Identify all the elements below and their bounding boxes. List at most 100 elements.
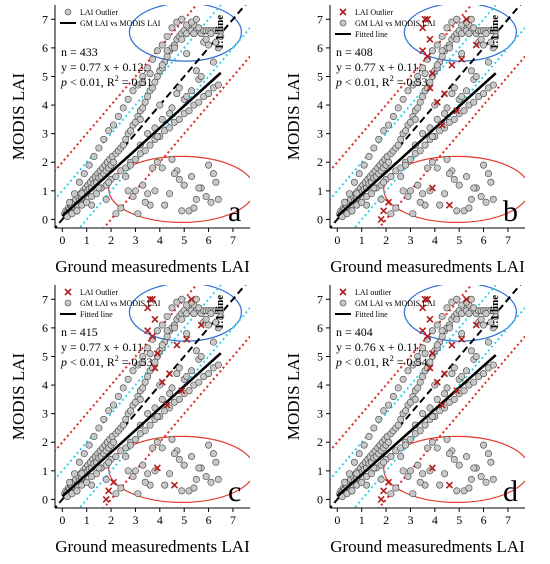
x-tick-label: 5 xyxy=(181,233,187,247)
data-point xyxy=(385,401,393,409)
data-point xyxy=(416,478,424,486)
data-point xyxy=(414,78,422,86)
data-point xyxy=(170,450,178,458)
data-point xyxy=(85,441,93,449)
data-point xyxy=(195,464,203,472)
outlier-point xyxy=(148,295,157,303)
data-point xyxy=(409,210,417,218)
outlier-point xyxy=(170,481,179,489)
data-point xyxy=(421,350,429,358)
regression-equation-text: y = 0.77 x + 0.12, xyxy=(61,60,147,74)
data-point xyxy=(421,70,429,78)
data-point xyxy=(441,390,449,398)
data-point xyxy=(472,72,480,80)
x-tick-label: 2 xyxy=(383,233,389,247)
p-value-text: < 0.01, R xyxy=(67,75,115,89)
data-point xyxy=(124,375,132,383)
data-point xyxy=(463,367,471,375)
data-point xyxy=(209,58,217,66)
x-tick-label: 0 xyxy=(59,233,65,247)
x-tick-label: 2 xyxy=(108,233,114,247)
outlier-point xyxy=(426,364,434,372)
scatter-chart-a: 0 1 2 3 4 5 6 7 0 1 2 3 4 5 6 7 Ground measuredments LAI… xyxy=(9,5,250,276)
legend-label: LAI Outlier xyxy=(80,288,118,297)
data-point xyxy=(166,390,174,398)
outlier-point xyxy=(472,321,480,329)
data-point xyxy=(100,415,108,423)
data-point xyxy=(92,470,100,478)
outlier-point xyxy=(462,295,471,303)
outlier-point xyxy=(419,47,427,55)
outlier-point xyxy=(438,121,446,129)
data-point xyxy=(484,58,492,66)
x-axis-label: Ground measuredments LAI xyxy=(330,537,525,556)
y-tick-label: 3 xyxy=(42,127,48,141)
data-point xyxy=(100,135,108,143)
data-point xyxy=(178,15,186,23)
outlier-point xyxy=(448,61,456,69)
low-value-region-ellipse xyxy=(108,435,250,503)
p-symbol: p xyxy=(60,355,67,369)
data-point xyxy=(202,35,210,43)
data-point xyxy=(404,193,412,201)
legend: LAI Outlier GM LAI vs MODIS LAI xyxy=(60,8,161,28)
data-point xyxy=(214,324,222,332)
low-value-region-ellipse xyxy=(383,435,525,503)
data-point xyxy=(394,141,402,149)
data-point xyxy=(487,38,495,46)
data-point xyxy=(424,444,432,452)
data-point xyxy=(136,115,144,123)
y-tick-label: 6 xyxy=(42,41,48,55)
sample-count-text: n = 415 xyxy=(61,325,98,339)
y-tick-label: 2 xyxy=(42,435,48,449)
scatter-panel-d: 0 1 2 3 4 5 6 7 0 1 2 3 4 5 6 7 Ground measuredments LAI… xyxy=(275,280,550,564)
data-point xyxy=(492,32,500,40)
data-point xyxy=(355,170,363,178)
p-symbol: p xyxy=(335,355,342,369)
panel-letter: d xyxy=(503,475,518,508)
y-tick-label: 6 xyxy=(317,41,323,55)
data-point xyxy=(66,478,74,486)
data-point xyxy=(190,310,198,318)
data-point xyxy=(190,204,198,212)
data-point xyxy=(195,378,203,386)
data-point xyxy=(397,173,405,181)
data-point xyxy=(458,372,466,380)
outlier-point xyxy=(448,341,456,349)
data-point xyxy=(402,441,410,449)
data-point xyxy=(127,407,135,415)
legend-label: LAI Outlier xyxy=(355,8,393,17)
outlier-point xyxy=(440,90,449,98)
data-point xyxy=(217,312,225,320)
legend-circle-marker xyxy=(339,19,347,27)
data-point xyxy=(175,364,183,372)
data-point xyxy=(399,187,407,195)
data-point xyxy=(470,378,478,386)
r2-exponent: 2 xyxy=(390,354,394,363)
data-point xyxy=(465,484,473,492)
outlier-point xyxy=(153,350,161,358)
data-point xyxy=(353,190,361,198)
data-point xyxy=(110,401,118,409)
data-point xyxy=(141,98,149,106)
data-point xyxy=(209,338,217,346)
one-to-one-label: 1:1 line xyxy=(489,15,501,50)
data-point xyxy=(433,444,441,452)
outlier-point xyxy=(428,184,436,192)
scatter-panel-c: 0 1 2 3 4 5 6 7 0 1 2 3 4 5 6 7 Ground measuredments LAI… xyxy=(0,280,275,564)
data-point xyxy=(467,67,475,75)
data-point xyxy=(419,410,427,418)
data-point xyxy=(158,164,166,172)
data-point xyxy=(465,30,473,38)
data-point xyxy=(433,61,441,69)
data-point xyxy=(166,470,174,478)
data-point xyxy=(161,481,169,489)
data-point xyxy=(158,61,166,69)
y-tick-label: 0 xyxy=(317,492,323,506)
data-point xyxy=(480,441,488,449)
data-point xyxy=(392,204,400,212)
x-tick-label: 0 xyxy=(59,513,65,527)
data-point xyxy=(153,438,161,446)
data-point xyxy=(433,395,441,403)
legend-label: GM LAI vs MODIS LAI xyxy=(355,19,436,28)
